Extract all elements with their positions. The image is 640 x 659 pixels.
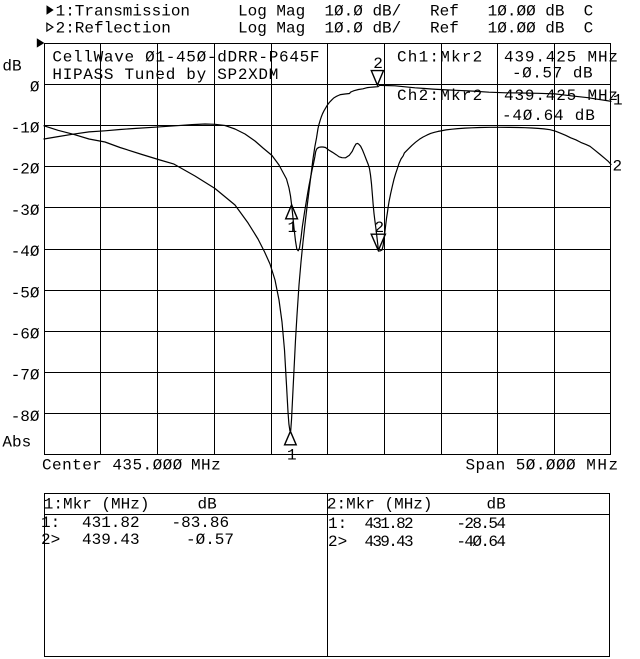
- svg-text:dB: dB: [487, 495, 506, 513]
- svg-text:dB: dB: [198, 495, 217, 513]
- svg-text:1: 1: [287, 447, 297, 465]
- svg-text:2: 2: [613, 158, 623, 176]
- svg-text:-7Ø: -7Ø: [11, 367, 40, 385]
- svg-text:-28.54: -28.54: [456, 515, 505, 533]
- svg-text:-3Ø: -3Ø: [11, 202, 40, 220]
- svg-text:1:Transmission Log Mag 1Ø: 1:Transmission Log Mag 1Ø.Ø dB/ Ref 1Ø.Ø…: [56, 3, 594, 21]
- svg-text:1:: 1:: [41, 514, 60, 532]
- svg-text:dB: dB: [2, 58, 21, 76]
- svg-text:-4Ø.64 dB: -4Ø.64 dB: [502, 107, 596, 125]
- svg-text:439.425 MHz: 439.425 MHz: [504, 49, 619, 67]
- svg-text:2:Reflection Log Mag 1Ø: 2:Reflection Log Mag 1Ø.Ø dB/ Ref 1Ø.ØØ …: [56, 20, 594, 38]
- svg-text:-5Ø: -5Ø: [11, 284, 40, 302]
- svg-text:1:: 1:: [328, 515, 347, 533]
- svg-text:439.43: 439.43: [82, 531, 140, 549]
- svg-text:Center 435.ØØØ: Center 435.ØØØ: [42, 457, 183, 475]
- svg-text:439.425 MHz: 439.425 MHz: [504, 87, 619, 105]
- svg-text:-4Ø: -4Ø: [11, 243, 40, 261]
- svg-text:2>: 2>: [328, 533, 347, 551]
- svg-text:2:Mkr (MHz): 2:Mkr (MHz): [327, 495, 433, 513]
- svg-text:Ch1:Mkr2: Ch1:Mkr2: [397, 49, 483, 67]
- svg-text:-Ø.57: -Ø.57: [186, 531, 234, 549]
- svg-text:1:Mkr (MHz): 1:Mkr (MHz): [44, 495, 150, 513]
- svg-text:2: 2: [373, 55, 383, 73]
- svg-text:CellWave Ø1-45Ø-dDRR-P645F: CellWave Ø1-45Ø-dDRR-P645F: [52, 49, 320, 67]
- svg-text:439.43: 439.43: [365, 533, 414, 551]
- svg-text:Ch2:Mkr2: Ch2:Mkr2: [397, 87, 483, 105]
- svg-text:MHz: MHz: [586, 457, 619, 475]
- svg-text:Span 5Ø.ØØØ: Span 5Ø.ØØØ: [466, 457, 577, 475]
- svg-text:-Ø.57 dB: -Ø.57 dB: [512, 64, 593, 82]
- svg-text:431.82: 431.82: [365, 515, 414, 533]
- svg-text:-83.86: -83.86: [172, 514, 230, 532]
- svg-text:-6Ø: -6Ø: [11, 326, 40, 344]
- svg-text:HIPASS Tuned by SP2XDM: HIPASS Tuned by SP2XDM: [52, 66, 279, 84]
- svg-text:-8Ø: -8Ø: [11, 408, 40, 426]
- svg-text:-1Ø: -1Ø: [11, 120, 40, 138]
- svg-text:431.82: 431.82: [82, 514, 140, 532]
- svg-text:Abs: Abs: [2, 434, 31, 452]
- svg-text:2: 2: [375, 219, 385, 237]
- svg-text:2>: 2>: [41, 531, 60, 549]
- svg-text:MHz: MHz: [191, 457, 221, 475]
- svg-text:1: 1: [613, 91, 623, 109]
- svg-text:1: 1: [288, 219, 298, 237]
- svg-text:-2Ø: -2Ø: [11, 161, 40, 179]
- svg-text:Ø: Ø: [30, 78, 40, 96]
- svg-text:-4Ø.64: -4Ø.64: [456, 533, 505, 551]
